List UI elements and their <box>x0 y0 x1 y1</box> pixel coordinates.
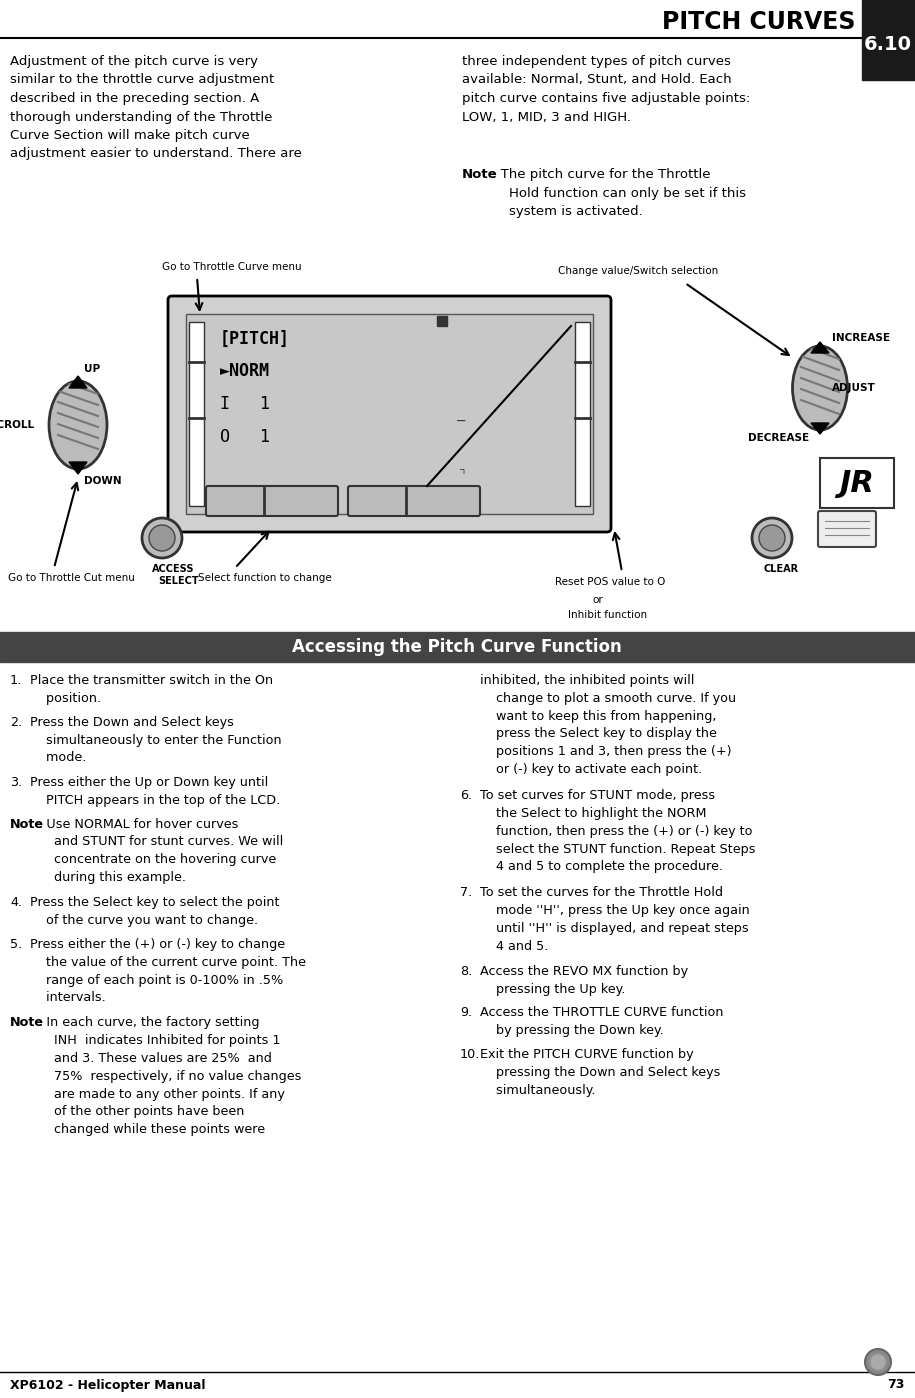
Text: ACCESS: ACCESS <box>152 563 195 575</box>
Bar <box>0 632 915 663</box>
Text: To set the curves for the Throttle Hold
    mode ''H'', press the Up key once ag: To set the curves for the Throttle Hold … <box>480 886 749 952</box>
FancyBboxPatch shape <box>206 487 338 516</box>
Text: 1.: 1. <box>10 674 22 686</box>
Circle shape <box>752 519 792 558</box>
Text: Accessing the Pitch Curve Function: Accessing the Pitch Curve Function <box>292 637 622 656</box>
Text: Reset POS value to O: Reset POS value to O <box>555 577 665 587</box>
FancyBboxPatch shape <box>348 487 480 516</box>
Text: 7.: 7. <box>460 886 472 899</box>
Text: –: – <box>457 415 466 429</box>
Text: 6.: 6. <box>460 790 472 802</box>
Text: [PITCH]: [PITCH] <box>220 330 290 348</box>
Circle shape <box>870 1355 886 1370</box>
Text: Exit the PITCH CURVE function by
    pressing the Down and Select keys
    simul: Exit the PITCH CURVE function by pressin… <box>480 1048 720 1097</box>
Text: Select function to change: Select function to change <box>198 573 332 583</box>
Text: 9.: 9. <box>460 1007 472 1019</box>
Text: Place the transmitter switch in the On
    position.: Place the transmitter switch in the On p… <box>30 674 273 705</box>
Text: ADJUST: ADJUST <box>832 383 876 393</box>
FancyBboxPatch shape <box>168 296 611 533</box>
Text: Press either the Up or Down key until
    PITCH appears in the top of the LCD.: Press either the Up or Down key until PI… <box>30 776 280 807</box>
Text: 5.: 5. <box>10 938 22 951</box>
Text: : In each curve, the factory setting
    INH  indicates Inhibited for points 1
 : : In each curve, the factory setting INH… <box>38 1016 301 1137</box>
Text: Go to Throttle Cut menu: Go to Throttle Cut menu <box>8 573 135 583</box>
Ellipse shape <box>792 345 847 431</box>
Bar <box>820 459 894 507</box>
Text: Inhibit function: Inhibit function <box>568 610 647 619</box>
Polygon shape <box>811 343 829 354</box>
Circle shape <box>865 1349 891 1376</box>
Text: 6.10: 6.10 <box>864 35 912 53</box>
Polygon shape <box>69 461 87 474</box>
Text: INCREASE: INCREASE <box>832 333 890 343</box>
Text: Note: Note <box>462 168 498 180</box>
Text: XP6102 - Helicopter Manual: XP6102 - Helicopter Manual <box>10 1378 206 1391</box>
Bar <box>186 315 593 514</box>
Text: 4.: 4. <box>10 896 22 909</box>
Text: 10.: 10. <box>460 1048 480 1061</box>
Circle shape <box>149 526 175 551</box>
Text: CLEAR: CLEAR <box>764 563 799 575</box>
Text: or: or <box>592 596 603 605</box>
Text: 3.: 3. <box>10 776 22 788</box>
Ellipse shape <box>49 382 107 468</box>
Circle shape <box>759 526 785 551</box>
FancyBboxPatch shape <box>818 512 876 547</box>
Text: Access the REVO MX function by
    pressing the Up key.: Access the REVO MX function by pressing … <box>480 965 688 995</box>
Text: O   1: O 1 <box>220 428 270 446</box>
Text: Adjustment of the pitch curve is very
similar to the throttle curve adjustment
d: Adjustment of the pitch curve is very si… <box>10 55 302 161</box>
Text: Note: Note <box>10 818 44 830</box>
Text: UP: UP <box>84 363 100 375</box>
Text: SELECT: SELECT <box>158 576 199 586</box>
Text: SCROLL: SCROLL <box>0 419 34 431</box>
Text: Access the THROTTLE CURVE function
    by pressing the Down key.: Access the THROTTLE CURVE function by pr… <box>480 1007 724 1037</box>
Text: ►NORM: ►NORM <box>220 362 270 380</box>
Polygon shape <box>811 424 829 433</box>
Text: ⌝: ⌝ <box>457 468 466 482</box>
Polygon shape <box>69 376 87 389</box>
Text: 8.: 8. <box>460 965 472 977</box>
Text: Go to Throttle Curve menu: Go to Throttle Curve menu <box>162 261 302 273</box>
Text: DOWN: DOWN <box>84 475 122 487</box>
Text: Note: Note <box>10 1016 44 1029</box>
Bar <box>575 322 590 506</box>
Circle shape <box>142 519 182 558</box>
Text: 2.: 2. <box>10 716 22 728</box>
Bar <box>437 316 447 326</box>
Text: three independent types of pitch curves
available: Normal, Stunt, and Hold. Each: three independent types of pitch curves … <box>462 55 750 123</box>
Text: Press the Select key to select the point
    of the curve you want to change.: Press the Select key to select the point… <box>30 896 279 927</box>
Text: Change value/Switch selection: Change value/Switch selection <box>558 266 718 275</box>
Text: PITCH CURVES: PITCH CURVES <box>662 10 855 34</box>
Text: I   1: I 1 <box>220 396 270 412</box>
Text: JR: JR <box>840 468 875 498</box>
Text: Press either the (+) or (-) key to change
    the value of the current curve poi: Press either the (+) or (-) key to chang… <box>30 938 306 1004</box>
Text: 73: 73 <box>888 1378 905 1391</box>
Text: inhibited, the inhibited points will
    change to plot a smooth curve. If you
 : inhibited, the inhibited points will cha… <box>480 674 737 776</box>
Bar <box>189 322 204 506</box>
Text: DECREASE: DECREASE <box>748 433 809 443</box>
Text: To set curves for STUNT mode, press
    the Select to highlight the NORM
    fun: To set curves for STUNT mode, press the … <box>480 790 756 874</box>
Text: : Use NORMAL for hover curves
    and STUNT for stunt curves. We will
    concen: : Use NORMAL for hover curves and STUNT … <box>38 818 284 884</box>
Text: Press the Down and Select keys
    simultaneously to enter the Function
    mode: Press the Down and Select keys simultane… <box>30 716 282 765</box>
Bar <box>862 0 915 80</box>
Text: : The pitch curve for the Throttle
    Hold function can only be set if this
   : : The pitch curve for the Throttle Hold … <box>492 168 746 218</box>
